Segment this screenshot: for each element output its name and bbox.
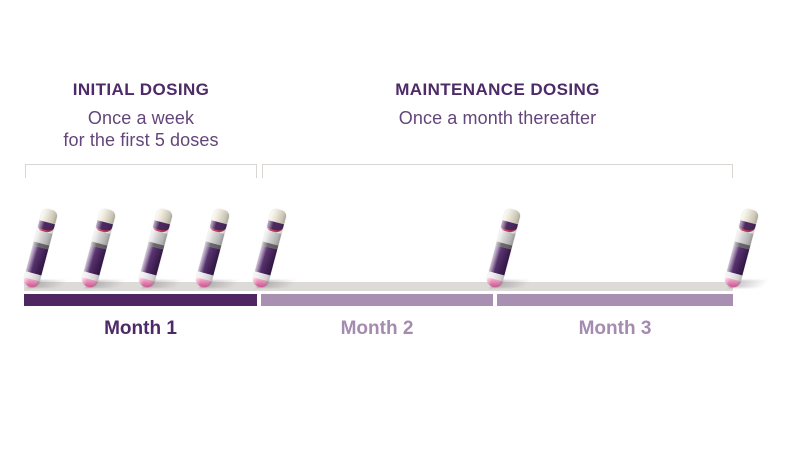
initial-dosing-bracket [25,164,257,178]
pen-barrel [254,245,278,276]
pen-body [723,207,760,290]
month-3-bar [497,294,733,306]
pen-body [485,207,522,290]
injection-pen-icon [80,207,133,290]
month-1-label: Month 1 [104,318,177,339]
pen-barrel [141,245,164,276]
maintenance-dosing-subtitle: Once a month thereafter [398,108,597,128]
injection-pen-icon [250,207,304,290]
maintenance-dosing-bracket [262,164,733,178]
initial-dosing-subtitle-line1: Once a week [87,108,195,128]
pen-barrel [25,245,49,276]
month-2-label: Month 2 [340,318,414,339]
injection-pen-icon [21,207,75,290]
maintenance-dosing-header: MAINTENANCE DOSING Once a month thereaft… [262,80,733,129]
injection-pen-icon [194,207,247,290]
initial-dosing-header: INITIAL DOSING Once a week for the first… [25,80,257,151]
initial-dosing-subtitle: Once a week for the first 5 doses [25,107,257,151]
maintenance-dosing-title: MAINTENANCE DOSING [395,80,600,99]
pen-body [137,207,174,290]
injection-pen-icon [723,207,776,290]
month-2-bar [261,294,493,306]
pen-body [21,207,59,290]
initial-dosing-subtitle-line2: for the first 5 doses [63,130,219,150]
pen-barrel [489,245,512,276]
injection-pen-icon [137,207,191,290]
pen-body [194,207,231,290]
pen-barrel [197,245,221,276]
pen-barrel [83,245,107,276]
pen-barrel [726,245,750,276]
timeline-base-bar [24,282,733,291]
month-3-label: Month 3 [578,318,652,339]
month-1-bar [24,294,257,306]
pen-body [80,207,117,290]
pen-body [250,207,288,290]
injection-pen-icon [485,207,539,290]
initial-dosing-title: INITIAL DOSING [72,80,210,99]
